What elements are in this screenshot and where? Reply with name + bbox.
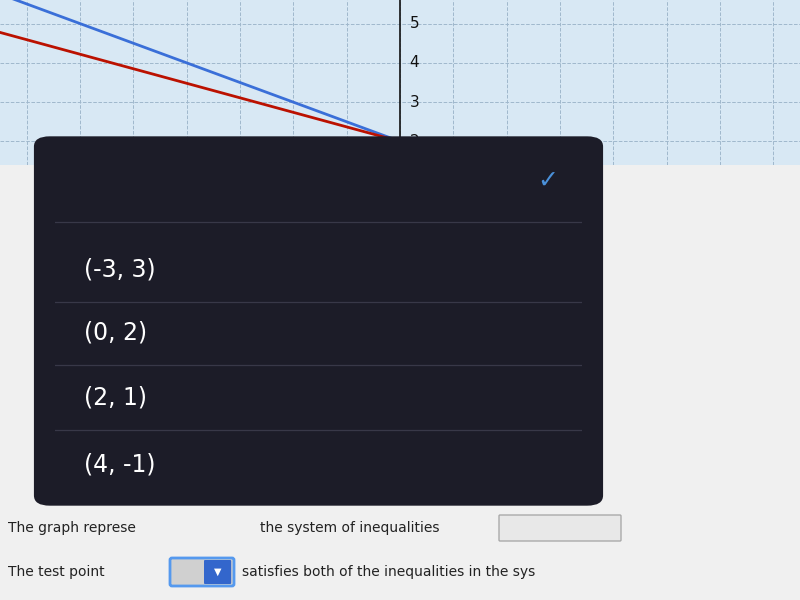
Text: (4, -1): (4, -1) — [84, 452, 155, 476]
Text: The test point: The test point — [8, 565, 105, 579]
Text: satisfies both of the inequalities in the sys: satisfies both of the inequalities in th… — [242, 565, 535, 579]
Text: (-3, 3): (-3, 3) — [84, 258, 156, 281]
Text: The graph represe: The graph represe — [8, 521, 136, 535]
FancyBboxPatch shape — [204, 560, 231, 584]
Text: 3: 3 — [410, 95, 419, 110]
FancyBboxPatch shape — [499, 515, 621, 541]
Text: (2, 1): (2, 1) — [84, 386, 147, 410]
Text: 4: 4 — [410, 55, 419, 70]
FancyBboxPatch shape — [34, 136, 603, 506]
Text: the system of inequalities: the system of inequalities — [260, 521, 439, 535]
Text: (0, 2): (0, 2) — [84, 321, 147, 345]
Text: 2: 2 — [410, 134, 419, 149]
Text: ✓: ✓ — [538, 169, 558, 193]
Text: 5: 5 — [410, 16, 419, 31]
Text: ▼: ▼ — [214, 567, 222, 577]
FancyBboxPatch shape — [170, 558, 234, 586]
